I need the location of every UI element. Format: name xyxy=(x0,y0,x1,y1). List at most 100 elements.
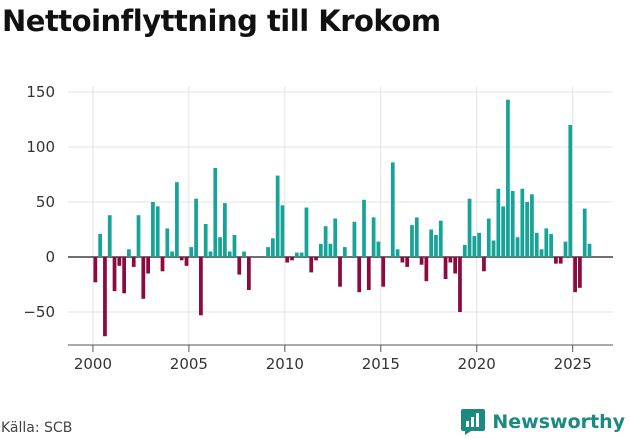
y-tick-label: 150 xyxy=(26,83,55,101)
bar xyxy=(160,257,165,272)
bar xyxy=(458,257,462,312)
bar xyxy=(199,257,203,316)
bar xyxy=(136,215,141,257)
bar xyxy=(117,257,122,266)
bar xyxy=(462,244,467,257)
x-axis: 2000 2005 2010 2015 2020 2025 xyxy=(68,344,613,373)
bar xyxy=(98,233,103,257)
bar xyxy=(237,257,242,275)
bar xyxy=(414,217,419,257)
bar xyxy=(242,251,246,257)
bar xyxy=(131,257,136,267)
x-tick-label: 2025 xyxy=(554,355,592,373)
bar xyxy=(366,257,371,290)
bar xyxy=(491,240,496,257)
bar xyxy=(568,125,573,257)
bar xyxy=(530,194,534,257)
bar xyxy=(146,257,150,274)
x-tick-label: 2000 xyxy=(74,355,112,373)
bar xyxy=(582,208,587,257)
bar xyxy=(448,257,453,263)
bar xyxy=(179,257,184,261)
bar xyxy=(165,228,170,257)
bar xyxy=(525,202,529,257)
x-tick-label: 2005 xyxy=(170,355,208,373)
bar xyxy=(232,235,237,257)
bar xyxy=(223,203,227,257)
bar xyxy=(218,237,222,257)
bar xyxy=(400,257,405,263)
bar xyxy=(93,257,98,283)
bar xyxy=(213,167,218,257)
bar xyxy=(318,243,323,257)
bar xyxy=(539,249,544,257)
bar xyxy=(155,206,160,257)
bar xyxy=(573,257,577,293)
bar xyxy=(453,257,458,274)
chart-title: Nettoinflyttning till Krokom xyxy=(2,4,441,38)
y-tick-label: −50 xyxy=(23,303,55,321)
bar xyxy=(127,249,131,257)
bar xyxy=(486,218,491,257)
x-tick-label: 2010 xyxy=(266,355,304,373)
bar xyxy=(429,229,434,257)
bar xyxy=(534,232,539,257)
bar xyxy=(506,99,510,257)
y-tick-label: 50 xyxy=(36,193,55,211)
bar xyxy=(203,224,208,257)
bar xyxy=(280,205,285,257)
bar-series xyxy=(93,99,592,337)
bar xyxy=(515,237,520,257)
bar xyxy=(381,257,386,287)
bar xyxy=(122,257,126,294)
bar xyxy=(544,228,549,257)
bar-chart-speech-bubble-icon xyxy=(461,409,486,435)
bar xyxy=(477,232,482,257)
bar xyxy=(482,257,486,272)
bar xyxy=(496,188,501,257)
bar xyxy=(352,221,357,257)
bar xyxy=(390,162,395,257)
bar xyxy=(328,243,333,257)
bar xyxy=(472,236,477,257)
bar xyxy=(342,247,347,257)
bar xyxy=(208,251,213,257)
bar xyxy=(520,188,525,257)
bar xyxy=(338,257,342,287)
bar xyxy=(434,235,438,257)
bar xyxy=(558,257,563,264)
brand-name: Newsworthy xyxy=(492,411,625,433)
bar xyxy=(410,225,414,257)
newsworthy-logo: Newsworthy xyxy=(460,408,625,436)
bar xyxy=(419,257,424,265)
bar xyxy=(587,243,592,257)
bar xyxy=(578,257,582,288)
bar xyxy=(285,257,290,263)
bar xyxy=(333,218,338,257)
bar xyxy=(371,217,376,257)
x-tick-label: 2015 xyxy=(362,355,400,373)
bar xyxy=(376,241,381,257)
bar xyxy=(299,252,304,257)
bar xyxy=(314,257,318,261)
bar xyxy=(227,251,232,257)
source-note: Källa: SCB xyxy=(1,420,73,436)
bar xyxy=(103,257,107,337)
bar xyxy=(309,257,314,273)
bar xyxy=(554,257,558,264)
bar xyxy=(189,247,194,257)
bar-chart: −50 0 50 100 150 2000 2005 2010 2015 2020 2025 xyxy=(23,83,613,373)
bar xyxy=(270,238,275,257)
y-tick-label: 100 xyxy=(26,138,55,156)
bar xyxy=(424,257,429,282)
x-tick-label: 2020 xyxy=(458,355,496,373)
bar xyxy=(395,249,400,257)
bar xyxy=(362,199,366,257)
bar xyxy=(438,220,443,257)
bar xyxy=(405,257,410,267)
bar xyxy=(510,191,515,257)
bar xyxy=(357,257,362,293)
bar xyxy=(467,198,472,257)
y-tick-label: 0 xyxy=(45,248,55,266)
bar xyxy=(184,257,189,266)
